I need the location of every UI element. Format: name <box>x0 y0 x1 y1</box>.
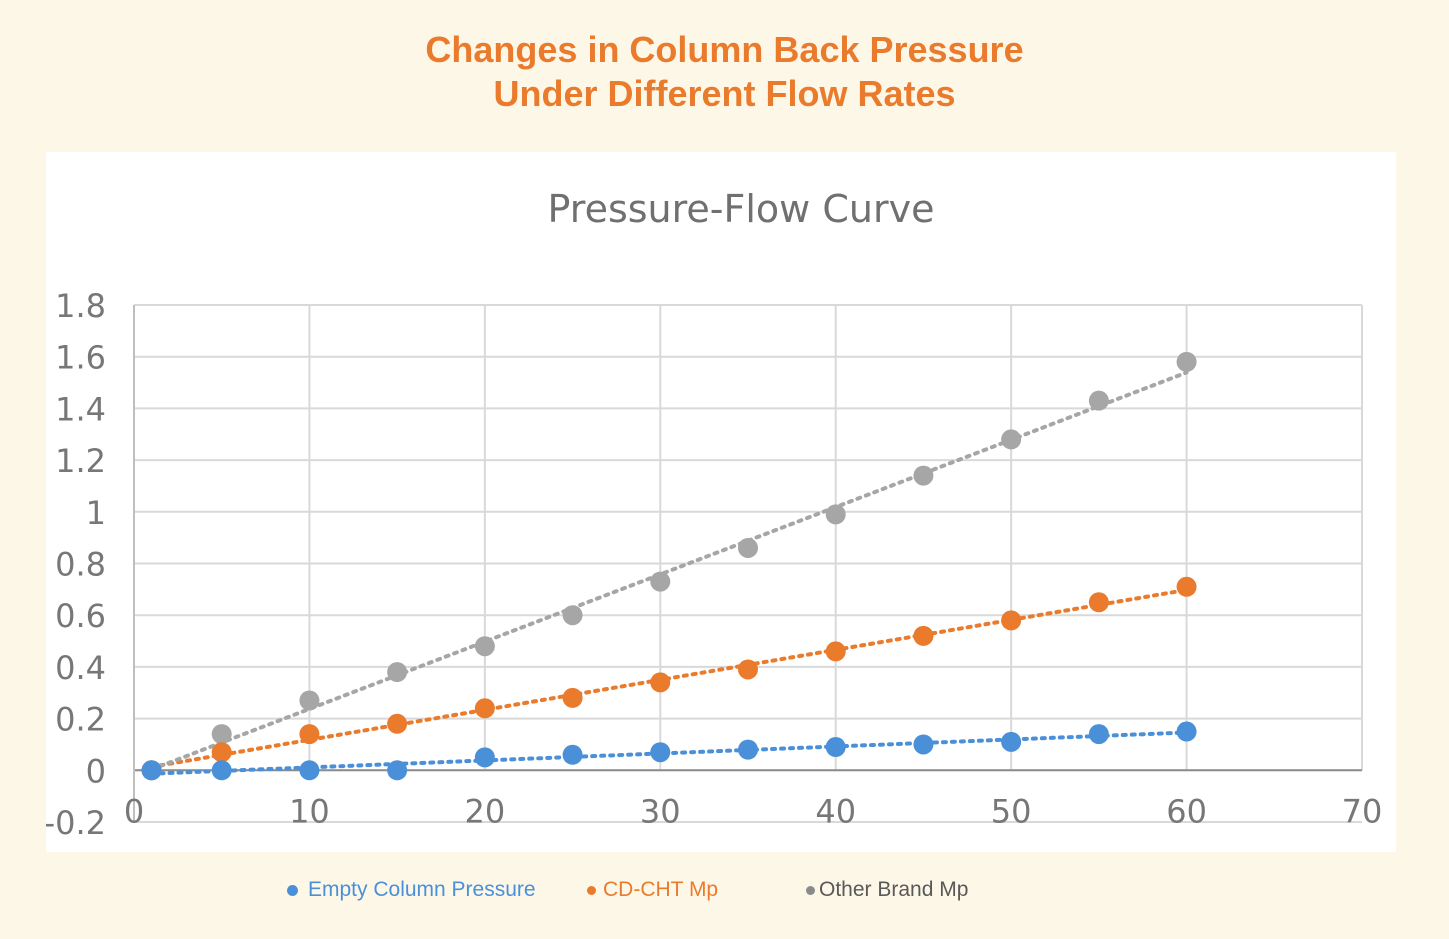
legend-label-cd-cht: CD-CHT Mp <box>603 878 719 901</box>
legend-label-empty-column: Empty Column Pressure <box>308 878 536 901</box>
legend-marker-orange <box>587 885 596 895</box>
y-tick-label: 1.2 <box>55 442 106 480</box>
data-point-series-1 <box>1001 610 1022 631</box>
data-point-series-0 <box>738 739 758 760</box>
legend-marker-blue <box>287 884 298 896</box>
y-tick-label: 0.2 <box>55 701 106 739</box>
y-tick-label: 0.4 <box>55 649 106 687</box>
chart-legend: Empty Column Pressure CD-CHT Mp Other Br… <box>0 874 1449 906</box>
data-point-series-1 <box>562 687 583 708</box>
chart-title: Pressure-Flow Curve <box>548 187 935 231</box>
legend-item-cd-cht: CD-CHT Mp <box>587 874 718 906</box>
y-tick-label: 0.6 <box>55 597 106 635</box>
data-point-series-2 <box>387 662 408 683</box>
data-point-series-1 <box>211 742 232 763</box>
data-point-series-0 <box>387 760 408 781</box>
data-point-series-2 <box>825 504 846 525</box>
legend-marker-gray <box>806 885 815 895</box>
data-point-series-1 <box>299 724 320 745</box>
legend-label-other-brand: Other Brand Mp <box>819 878 969 901</box>
page-title: Changes in Column Back Pressure Under Di… <box>0 28 1449 116</box>
y-tick-label: 0 <box>86 752 106 790</box>
pressure-flow-chart: Pressure-Flow Curve -0.2 0 0.2 0.4 0.6 0.8 1 1.… <box>46 187 1383 842</box>
data-point-series-2 <box>650 571 671 592</box>
data-point-series-2 <box>1001 429 1022 450</box>
x-tick-label: 60 <box>1166 792 1207 830</box>
x-tick-label: 30 <box>640 792 681 830</box>
data-point-series-0 <box>1001 731 1022 752</box>
data-point-series-0 <box>913 734 934 755</box>
y-tick-label: -0.2 <box>46 804 106 842</box>
data-point-series-0 <box>299 760 320 781</box>
data-point-series-2 <box>1176 351 1197 372</box>
data-point-series-1 <box>387 713 408 734</box>
y-tick-label: 0.8 <box>55 546 106 584</box>
legend-item-empty-column: Empty Column Pressure <box>287 874 536 906</box>
data-point-series-0 <box>650 742 671 763</box>
y-tick-label: 1.6 <box>55 339 106 377</box>
legend-item-other-brand: Other Brand Mp <box>806 874 968 906</box>
x-tick-label: 10 <box>289 792 330 830</box>
data-point-series-1 <box>825 641 846 662</box>
x-tick-label: 0 <box>124 792 144 830</box>
data-point-series-2 <box>738 537 758 558</box>
y-tick-label: 1 <box>86 494 106 532</box>
data-point-series-0 <box>474 747 495 768</box>
data-point-series-0 <box>141 760 162 781</box>
x-tick-label: 40 <box>815 792 856 830</box>
data-point-series-2 <box>913 465 934 486</box>
page-title-line-1: Changes in Column Back Pressure <box>425 29 1024 70</box>
x-tick-label: 50 <box>991 792 1032 830</box>
data-point-series-2 <box>211 724 232 745</box>
chart-panel: Pressure-Flow Curve -0.2 0 0.2 0.4 0.6 0.8 1 1.… <box>46 152 1396 852</box>
x-tick-label: 20 <box>464 792 505 830</box>
data-point-series-0 <box>1176 721 1197 742</box>
data-point-series-1 <box>650 672 671 693</box>
data-point-series-1 <box>1176 576 1197 597</box>
data-point-series-2 <box>1088 390 1109 411</box>
data-point-series-1 <box>474 698 495 719</box>
data-point-series-1 <box>738 659 758 680</box>
data-point-series-0 <box>1088 724 1109 745</box>
data-point-series-0 <box>211 760 232 781</box>
data-point-series-2 <box>562 605 583 626</box>
data-point-series-2 <box>474 636 495 657</box>
data-point-series-0 <box>825 737 846 758</box>
data-point-series-1 <box>913 625 934 646</box>
data-point-series-2 <box>299 690 320 711</box>
y-tick-label: 1.8 <box>55 287 106 325</box>
data-point-series-0 <box>562 744 583 765</box>
data-point-series-1 <box>1088 592 1109 613</box>
page-title-line-2: Under Different Flow Rates <box>493 73 956 114</box>
x-tick-label: 70 <box>1342 792 1383 830</box>
y-tick-label: 1.4 <box>55 390 106 428</box>
trendline-series-2 <box>149 370 1189 772</box>
